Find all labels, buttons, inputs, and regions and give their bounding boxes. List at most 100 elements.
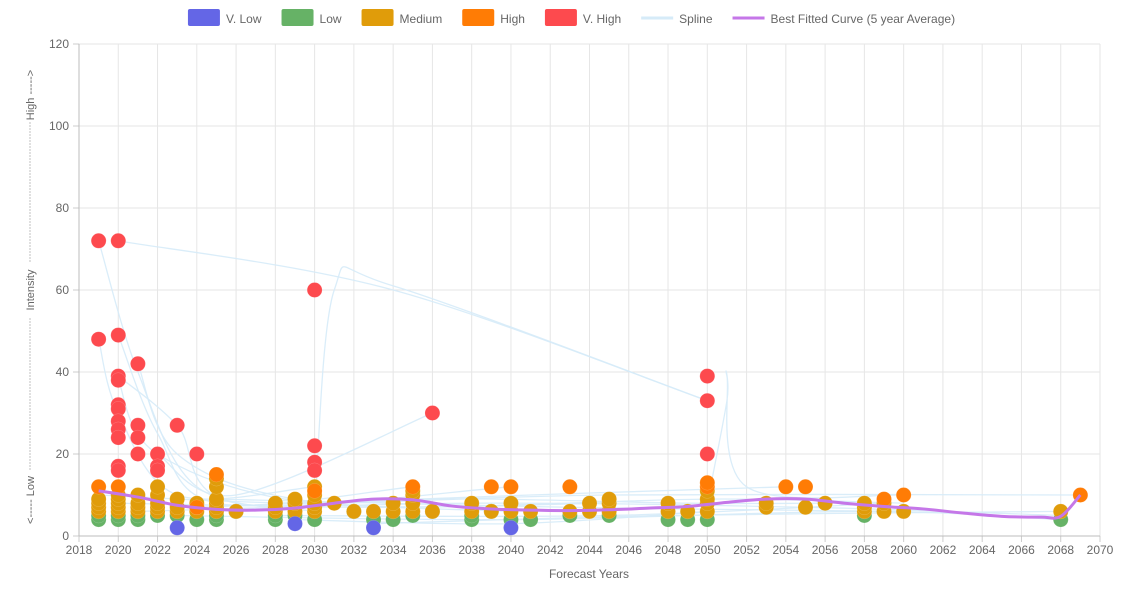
legend-item-spline: Spline (641, 12, 713, 26)
spline-line (118, 240, 708, 402)
point-high (778, 479, 794, 495)
legend-label: V. Low (226, 12, 262, 26)
x-tick-label: 2042 (537, 543, 564, 557)
x-tick-label: 2064 (969, 543, 996, 557)
point-v-high (130, 356, 146, 372)
point-v-low (365, 520, 382, 536)
x-tick-label: 2070 (1087, 543, 1114, 557)
y-axis-label-high: High -----> (25, 70, 37, 120)
x-tick-label: 2052 (733, 543, 760, 557)
y-axis-label-mid: Intensity (25, 269, 37, 310)
point-medium (601, 491, 617, 507)
x-tick-label: 2022 (144, 543, 171, 557)
x-tick-label: 2026 (223, 543, 250, 557)
point-high (503, 479, 519, 495)
point-v-low (503, 520, 519, 536)
point-high (876, 491, 892, 507)
y-tick-label: 80 (56, 201, 70, 215)
x-tick-label: 2050 (694, 543, 721, 557)
legend-label: Best Fitted Curve (5 year Average) (771, 12, 956, 26)
point-medium (483, 503, 500, 520)
spline-line (117, 334, 413, 506)
point-v-high (699, 446, 716, 462)
legend-swatch (281, 9, 314, 26)
x-tick-label: 2034 (380, 543, 407, 557)
x-tick-label: 2040 (498, 543, 525, 557)
legend-item-high: High (462, 9, 525, 26)
y-tick-label: 20 (56, 447, 70, 461)
spline-line (313, 266, 708, 512)
x-tick-label: 2032 (341, 543, 368, 557)
point-medium (346, 503, 362, 520)
y-tick-label: 120 (49, 37, 69, 51)
point-v-high (90, 331, 107, 347)
legend-swatch (187, 9, 220, 26)
spline-line (137, 363, 511, 513)
point-v-high (169, 417, 185, 434)
x-tick-label: 2046 (615, 543, 642, 557)
point-v-high (110, 372, 127, 388)
point-high (797, 479, 814, 495)
y-axis-label-low: <----- Low (25, 476, 37, 524)
point-high (405, 479, 421, 495)
spline-line (98, 339, 315, 500)
point-v-high (110, 429, 127, 446)
x-tick-label: 2028 (262, 543, 289, 557)
legend-item-medium: Medium (361, 9, 443, 26)
point-medium (287, 491, 303, 507)
point-high (562, 479, 578, 495)
point-high (208, 466, 225, 483)
point-v-high (306, 438, 323, 454)
legend-label: Medium (400, 12, 443, 26)
x-tick-label: 2030 (301, 543, 328, 557)
legend-label: V. High (583, 12, 621, 26)
point-high (306, 483, 323, 499)
point-high (699, 474, 716, 491)
point-v-high (424, 405, 441, 421)
legend: V. Low Low Medium High V. High Spline Best Fit… (187, 9, 956, 26)
point-v-high (699, 392, 716, 409)
point-v-high (110, 327, 127, 343)
point-v-high (110, 462, 127, 479)
x-tick-label: 2018 (66, 543, 93, 557)
point-medium (797, 499, 814, 516)
point-high (483, 479, 500, 495)
legend-item-low: Low (281, 9, 342, 26)
legend-swatch (544, 9, 577, 26)
spline-line (117, 379, 610, 508)
x-tick-label: 2044 (576, 543, 603, 557)
point-medium (817, 495, 833, 511)
legend-label: High (500, 12, 525, 26)
spline-line (157, 412, 433, 497)
point-medium (149, 479, 166, 495)
x-tick-label: 2068 (1047, 543, 1074, 557)
legend-label: Spline (679, 12, 713, 26)
point-v-high (149, 462, 166, 479)
axes: 2018 2020 2022 2024 2026 2028 2030 2032 2034 2036… (49, 37, 1114, 557)
x-tick-label: 2024 (183, 543, 210, 557)
x-tick-label: 2020 (105, 543, 132, 557)
point-v-low (169, 520, 185, 536)
legend-item-best-fitted-curve-5-year-average: Best Fitted Curve (5 year Average) (732, 12, 956, 26)
legend-item-v-high: V. High (544, 9, 621, 26)
legend-item-v-low: V. Low (187, 9, 262, 26)
point-high (895, 487, 912, 503)
point-v-high (130, 446, 146, 462)
x-tick-label: 2038 (458, 543, 485, 557)
point-v-high (699, 368, 716, 384)
point-v-high (306, 462, 323, 479)
x-tick-label: 2048 (655, 543, 682, 557)
point-medium (365, 503, 382, 520)
point-medium (424, 503, 441, 520)
point-v-high (90, 233, 107, 249)
y-tick-label: 40 (56, 365, 70, 379)
x-axis-label: Forecast Years (549, 567, 629, 581)
point-v-high (110, 233, 127, 249)
legend-swatch (361, 9, 394, 26)
x-tick-label: 2056 (812, 543, 839, 557)
point-v-high (306, 282, 323, 298)
point-medium (581, 495, 598, 511)
legend-swatch (462, 9, 495, 26)
spline-line (98, 240, 315, 513)
